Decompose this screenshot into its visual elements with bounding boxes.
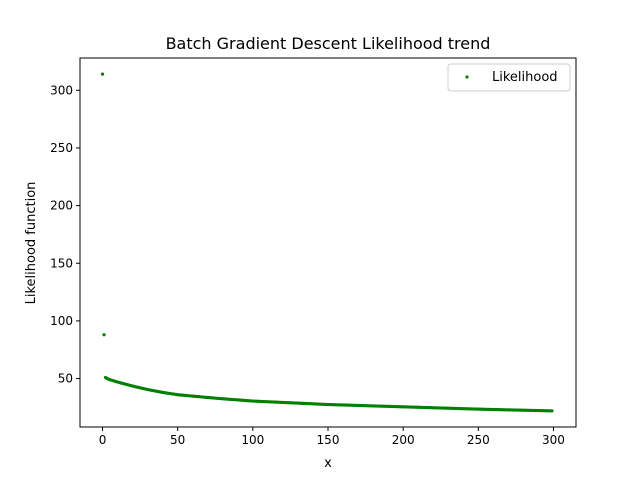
x-tick-label: 200 [392, 433, 415, 447]
x-tick-label: 100 [241, 433, 264, 447]
data-point [102, 333, 106, 337]
x-axis-label: x [324, 456, 332, 471]
y-tick-label: 100 [50, 314, 73, 328]
legend-label: Likelihood [492, 70, 558, 85]
y-axis-ticks: 50 100 150 200 250 300 [50, 83, 80, 386]
legend: Likelihood [447, 63, 571, 92]
data-point [100, 72, 105, 76]
x-axis-ticks: 0 50 100 150 200 250 300 [99, 427, 565, 447]
y-tick-label: 50 [58, 372, 73, 386]
legend-box [447, 63, 571, 92]
x-tick-label: 0 [99, 433, 107, 447]
x-tick-label: 300 [542, 433, 565, 447]
y-tick-label: 250 [50, 141, 73, 155]
legend-marker [465, 75, 469, 79]
x-tick-label: 50 [170, 433, 185, 447]
y-axis-label: Likelihood function [24, 182, 39, 305]
y-tick-label: 150 [50, 256, 73, 270]
y-tick-label: 300 [50, 83, 73, 97]
x-tick-label: 250 [467, 433, 490, 447]
data-point [550, 409, 554, 413]
chart-title: Batch Gradient Descent Likelihood trend [166, 34, 491, 53]
y-tick-label: 200 [50, 199, 73, 213]
plot-area-frame [79, 57, 577, 428]
x-tick-label: 150 [317, 433, 340, 447]
data-points [100, 72, 554, 413]
